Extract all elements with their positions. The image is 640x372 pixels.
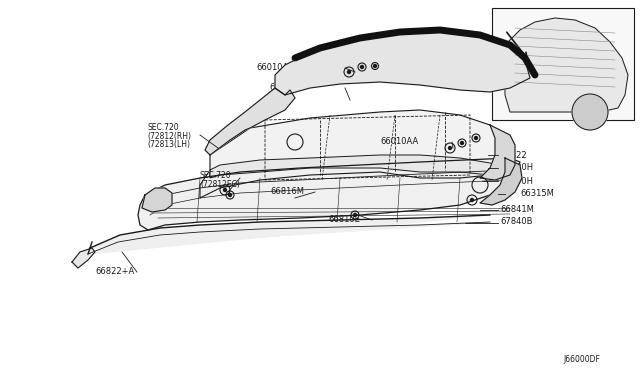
Text: 66810E: 66810E — [328, 215, 360, 224]
Polygon shape — [205, 88, 295, 155]
Text: 66010A: 66010A — [269, 83, 302, 92]
Text: SEC.720: SEC.720 — [200, 171, 232, 180]
Polygon shape — [88, 215, 490, 254]
Bar — [492, 8, 634, 120]
Polygon shape — [142, 188, 172, 212]
Text: 66841M: 66841M — [500, 205, 534, 215]
Text: 66380H: 66380H — [500, 164, 533, 173]
Circle shape — [449, 147, 451, 150]
Text: (72812(RH): (72812(RH) — [147, 131, 191, 141]
Text: 67840B: 67840B — [500, 218, 532, 227]
Text: 66822: 66822 — [500, 151, 527, 160]
Circle shape — [223, 189, 227, 192]
Text: (72813(LH): (72813(LH) — [147, 140, 190, 148]
Text: 66822+A: 66822+A — [95, 267, 134, 276]
Circle shape — [360, 65, 364, 68]
Text: (72812EC): (72812EC) — [200, 180, 240, 189]
Circle shape — [348, 71, 351, 74]
Text: 66300H: 66300H — [500, 176, 533, 186]
Circle shape — [228, 193, 232, 196]
Circle shape — [572, 94, 608, 130]
Text: 66010AA: 66010AA — [257, 62, 295, 71]
Polygon shape — [210, 155, 510, 178]
Polygon shape — [138, 158, 520, 230]
Text: 66816M: 66816M — [270, 187, 304, 196]
Polygon shape — [480, 158, 522, 205]
Circle shape — [470, 199, 474, 202]
Polygon shape — [275, 32, 530, 95]
Circle shape — [474, 137, 477, 140]
Polygon shape — [480, 125, 515, 180]
Polygon shape — [200, 110, 510, 198]
Text: 66010AA: 66010AA — [381, 138, 419, 147]
Polygon shape — [72, 248, 95, 268]
Circle shape — [353, 214, 356, 217]
Circle shape — [461, 141, 463, 144]
Text: 66315M: 66315M — [520, 189, 554, 199]
Polygon shape — [505, 18, 628, 112]
Text: SEC.720: SEC.720 — [147, 124, 179, 132]
Text: J66000DF: J66000DF — [563, 356, 600, 365]
Circle shape — [374, 64, 376, 67]
